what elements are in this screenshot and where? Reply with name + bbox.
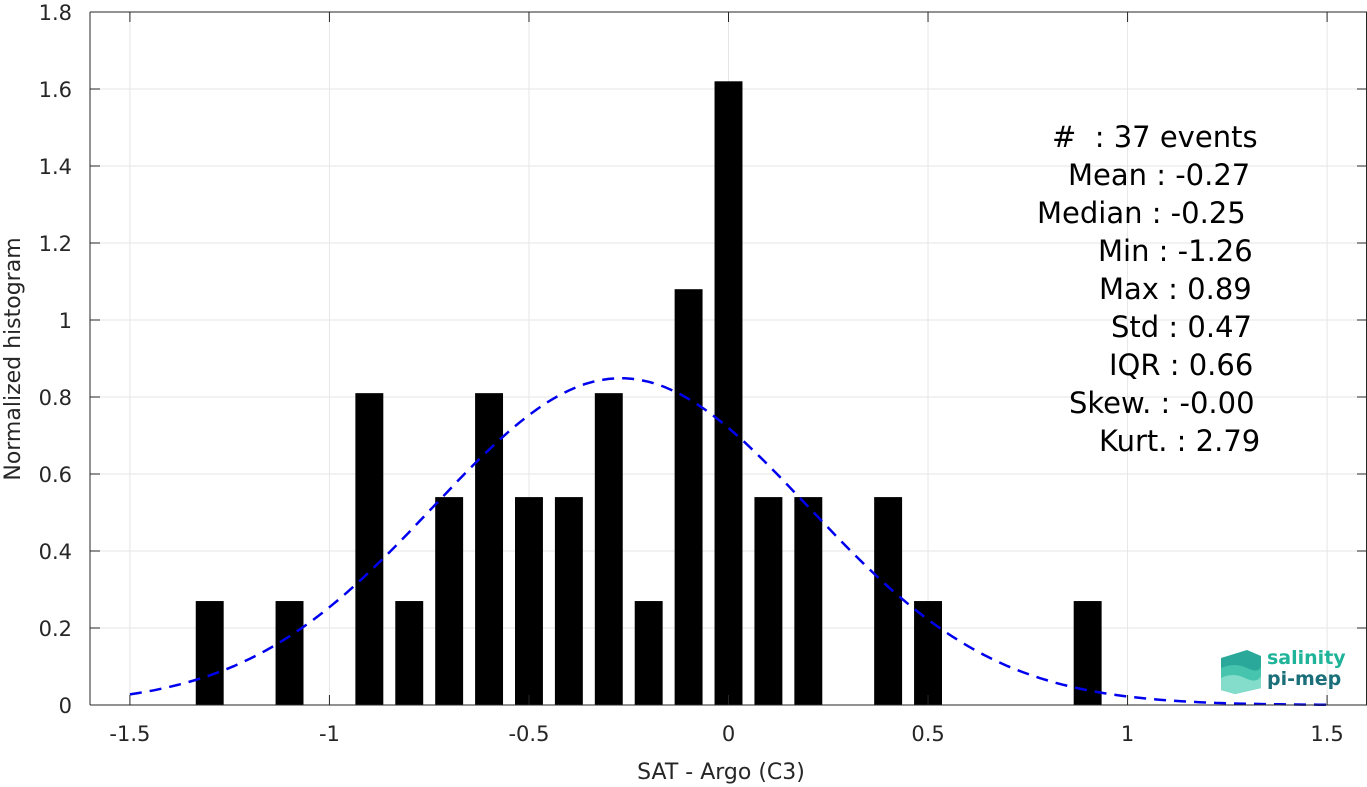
y-tick-label: 0.2 <box>39 617 72 641</box>
histogram-bar <box>674 289 703 705</box>
stat-events: # : 37 events <box>1052 120 1258 154</box>
y-tick-label: 0 <box>59 694 72 718</box>
histogram-bar <box>475 393 504 705</box>
normal-fit-curve <box>129 377 1328 706</box>
stat-mean: Mean : -0.27 <box>1068 158 1251 192</box>
y-tick-label: 0.6 <box>39 463 72 487</box>
histogram-bar <box>275 601 304 705</box>
x-tick-labels: -1.5 -1 -0.5 0 0.5 1 1.5 <box>109 722 1343 746</box>
stat-iqr: IQR : 0.66 <box>1109 348 1254 382</box>
y-tick-label: 1 <box>59 309 72 333</box>
histogram-bar <box>395 601 424 705</box>
statistics-panel: # : 37 events Mean : -0.27 Median : -0.2… <box>1000 118 1300 460</box>
y-tick-label: 1.2 <box>39 232 72 256</box>
y-tick-label: 1.8 <box>39 1 72 25</box>
x-tick-label: 1 <box>1121 722 1134 746</box>
stat-max: Max : 0.89 <box>1099 272 1252 306</box>
logo-line2: pi-mep <box>1267 668 1342 690</box>
histogram-bar <box>714 81 743 706</box>
stat-std: Std : 0.47 <box>1111 310 1252 344</box>
histogram-bars <box>195 81 1102 706</box>
stat-skew: Skew. : -0.00 <box>1069 386 1255 420</box>
x-axis-label: SAT - Argo (C3) <box>637 760 805 785</box>
y-tick-label: 0.8 <box>39 386 72 410</box>
normal-fit-line <box>129 377 1328 706</box>
x-tick-label: 1.5 <box>1310 722 1343 746</box>
histogram-bar <box>874 497 903 705</box>
salinity-pi-mep-logo: salinity pi-mep <box>1217 648 1347 696</box>
histogram-bar <box>754 497 783 705</box>
wave-logo-icon <box>1221 650 1261 694</box>
histogram-bar <box>554 497 583 705</box>
histogram-bar <box>515 497 543 705</box>
x-tick-label: 0.5 <box>911 722 944 746</box>
x-tick-label: -1.5 <box>109 722 150 746</box>
y-tick-label: 1.6 <box>39 78 72 102</box>
stat-median: Median : -0.25 <box>1037 196 1246 230</box>
histogram-bar <box>914 601 942 705</box>
y-tick-labels: 0 0.2 0.4 0.6 0.8 1 1.2 1.4 1.6 1.8 <box>39 1 72 718</box>
histogram-bar <box>355 393 384 705</box>
x-tick-label: -1 <box>319 722 340 746</box>
histogram-bar <box>195 601 224 705</box>
logo-line1: salinity <box>1267 647 1346 669</box>
histogram-bar <box>594 393 623 705</box>
stat-min: Min : -1.26 <box>1098 234 1253 268</box>
y-tick-label: 0.4 <box>39 540 72 564</box>
histogram-bar <box>435 497 464 705</box>
stat-kurt: Kurt. : 2.79 <box>1099 424 1261 458</box>
y-axis-label: Normalized histogram <box>1 237 26 480</box>
y-tick-label: 1.4 <box>39 155 72 179</box>
x-tick-label: -0.5 <box>508 722 549 746</box>
histogram-bar <box>634 601 663 705</box>
x-tick-label: 0 <box>722 722 735 746</box>
histogram-bar <box>794 497 823 705</box>
